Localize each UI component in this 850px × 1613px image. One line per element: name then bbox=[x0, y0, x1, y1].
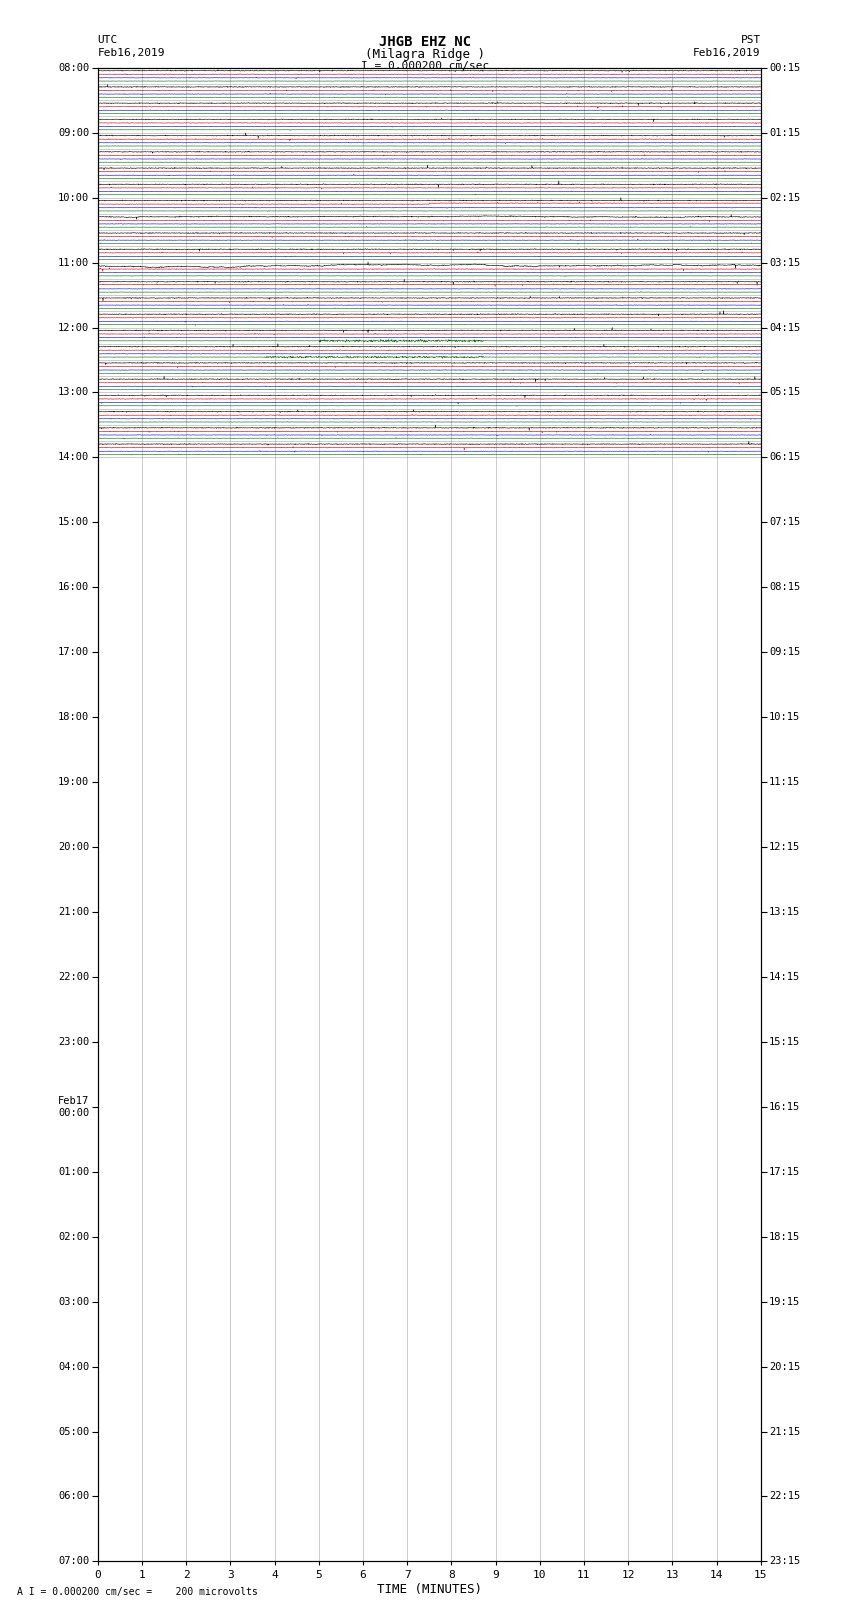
Text: PST: PST bbox=[740, 35, 761, 45]
Text: JHGB EHZ NC: JHGB EHZ NC bbox=[379, 35, 471, 50]
Text: (Milagra Ridge ): (Milagra Ridge ) bbox=[365, 48, 485, 61]
Text: I = 0.000200 cm/sec: I = 0.000200 cm/sec bbox=[361, 61, 489, 71]
Text: Feb16,2019: Feb16,2019 bbox=[98, 48, 165, 58]
Text: Feb16,2019: Feb16,2019 bbox=[694, 48, 761, 58]
Text: UTC: UTC bbox=[98, 35, 118, 45]
X-axis label: TIME (MINUTES): TIME (MINUTES) bbox=[377, 1584, 482, 1597]
Text: A I = 0.000200 cm/sec =    200 microvolts: A I = 0.000200 cm/sec = 200 microvolts bbox=[17, 1587, 258, 1597]
